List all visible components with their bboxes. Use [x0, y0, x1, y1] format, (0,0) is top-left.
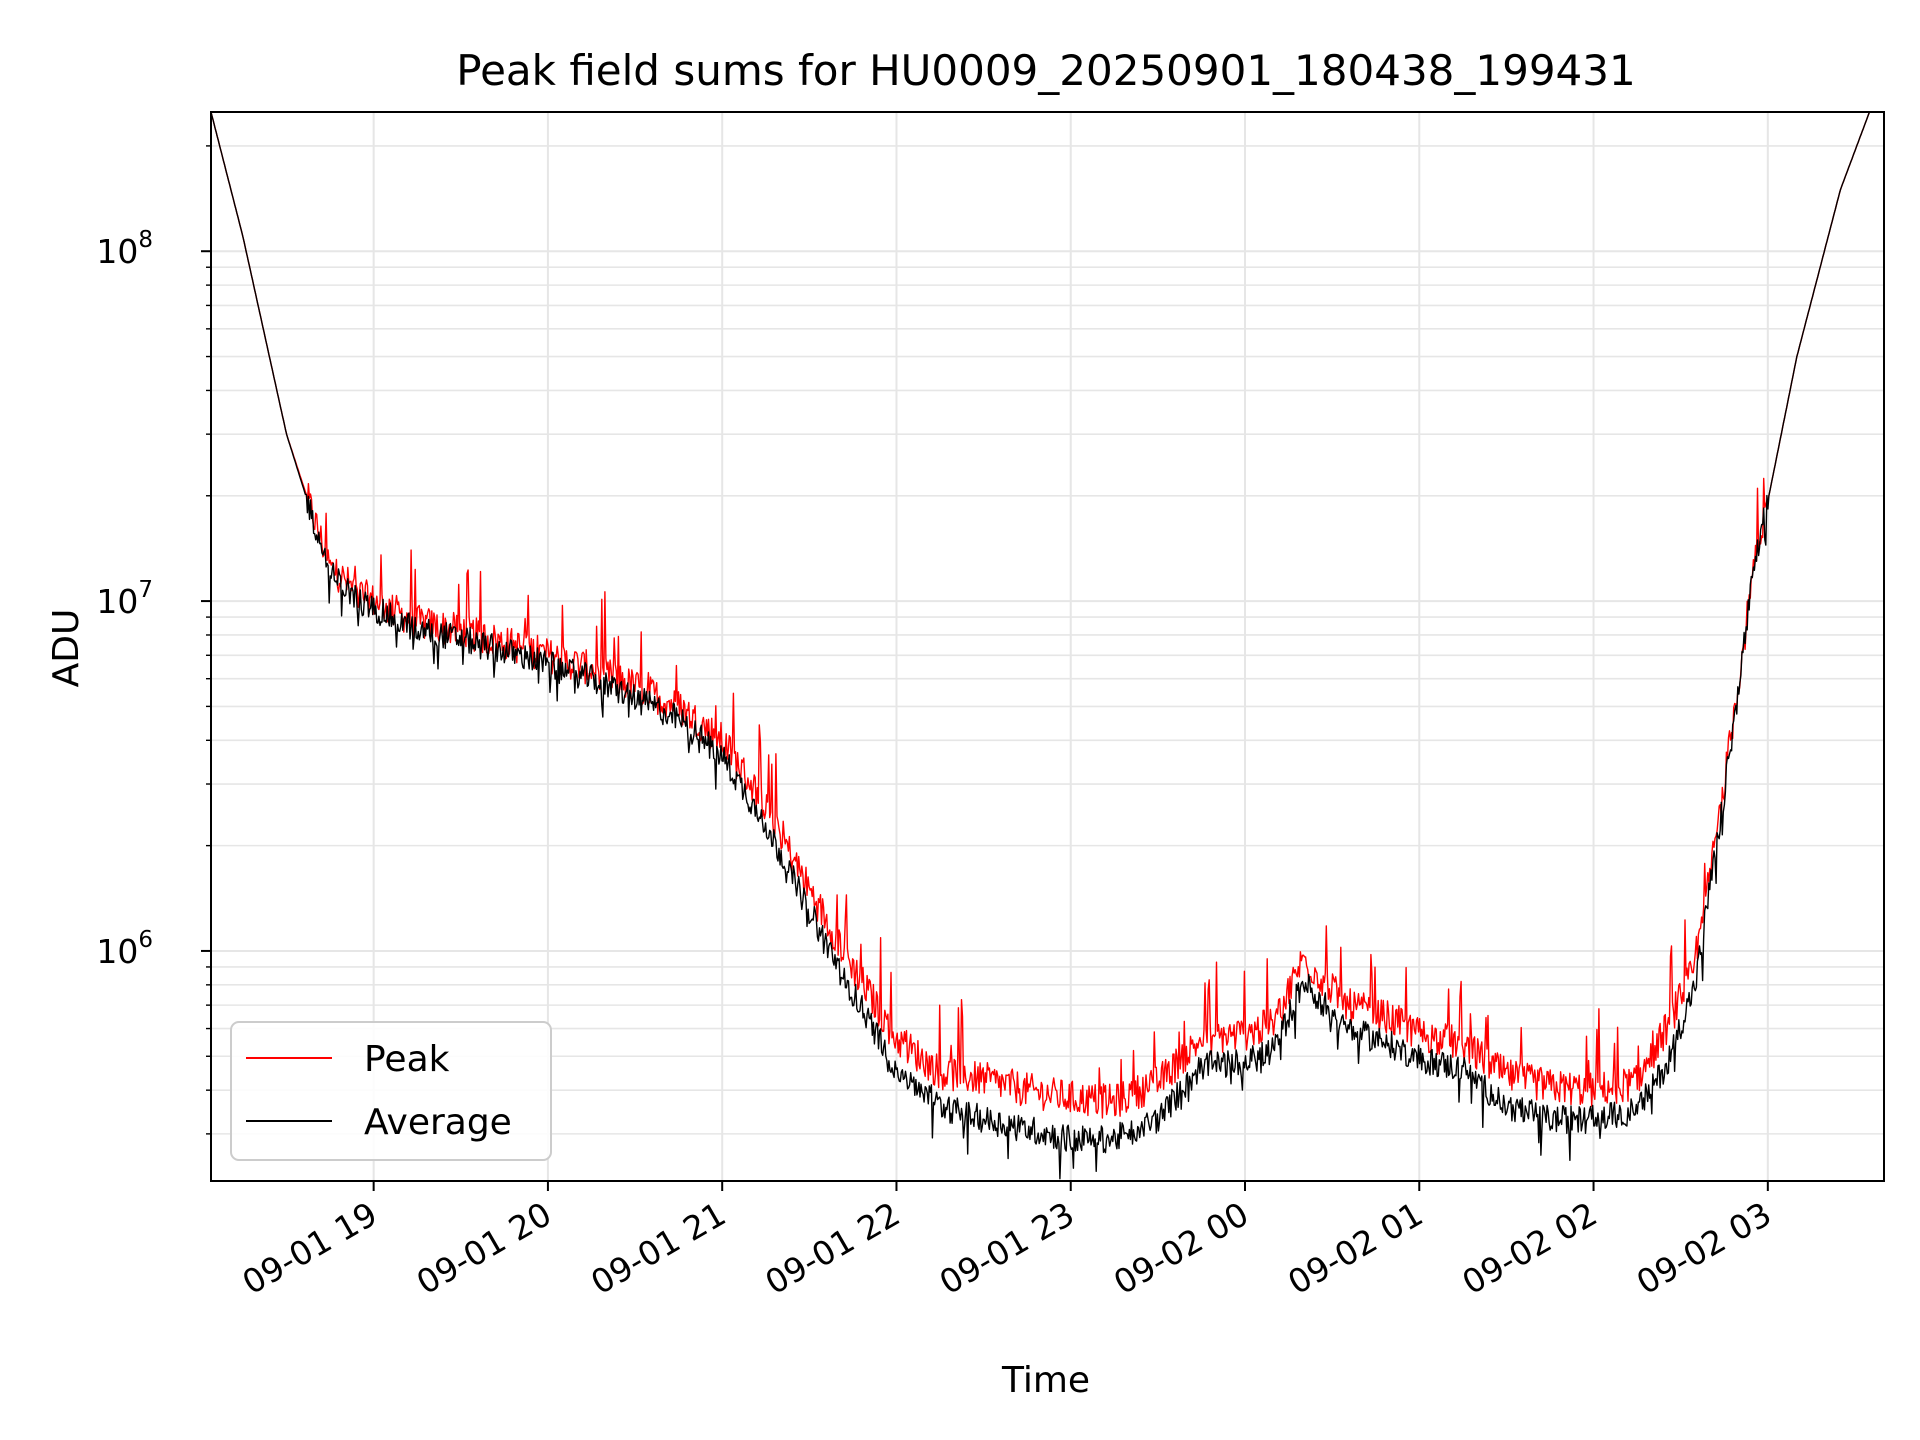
- y-tick-label: 108: [96, 227, 153, 271]
- chart-title: Peak field sums for HU0009_20250901_1804…: [456, 46, 1635, 95]
- legend-box: [230, 1021, 552, 1161]
- series-line-peak: [211, 112, 1871, 1119]
- legend-label-peak: Peak: [364, 1039, 450, 1080]
- y-axis-label: ADU: [46, 609, 87, 688]
- series-line-average: [211, 112, 1871, 1180]
- legend: Peak Average: [230, 1021, 552, 1161]
- y-tick-label: 107: [96, 577, 153, 621]
- plot-frame: [210, 111, 1885, 1182]
- x-axis-label: Time: [1001, 1360, 1090, 1401]
- y-tick-labels: 106 107 108: [96, 227, 153, 971]
- grid: [211, 112, 1884, 1181]
- series-layer: [211, 112, 1871, 1180]
- legend-label-average: Average: [364, 1102, 512, 1143]
- y-tick-label: 106: [96, 927, 153, 971]
